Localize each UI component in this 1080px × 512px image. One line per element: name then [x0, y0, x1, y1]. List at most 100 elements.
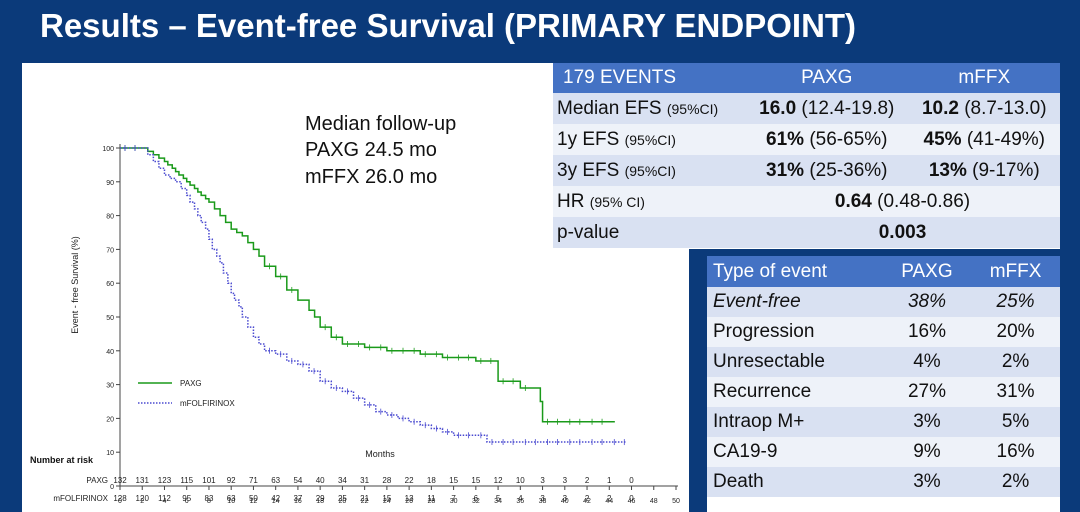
x-tick-label: 36 — [516, 498, 524, 505]
efs-row-label: 3y EFS — [557, 159, 620, 181]
mffx-survival-curve — [120, 147, 626, 443]
efs-header-paxg: PAXG — [745, 63, 909, 93]
risk-count-paxg: 101 — [202, 476, 216, 485]
events-header-mffx: mFFX — [971, 256, 1060, 287]
efs-row: Median EFS (95%CI) 16.0 (12.4-19.8) 10.2… — [553, 93, 1060, 124]
risk-count-paxg: 71 — [249, 476, 258, 485]
events-row: Recurrence 27% 31% — [707, 377, 1060, 407]
risk-row-mffx-label: mFOLFIRINOX — [53, 494, 108, 503]
event-mffx-value: 20% — [971, 317, 1060, 347]
y-tick-label: 30 — [106, 383, 114, 390]
efs-paxg-ci: (56-65%) — [809, 128, 888, 150]
event-type-label: Intraop M+ — [707, 407, 883, 437]
event-paxg-value: 3% — [882, 467, 972, 497]
efs-mffx-ci: (41-49%) — [966, 128, 1045, 150]
x-tick-label: 20 — [339, 498, 347, 505]
median-followup-line: Median follow-up — [305, 113, 456, 135]
median-followup-mffx: mFFX 26.0 mo — [305, 166, 437, 188]
pvalue-label: p-value — [557, 221, 620, 243]
x-tick-label: 22 — [361, 498, 369, 505]
efs-pvalue-row: p-value 0.003 — [553, 217, 1060, 248]
x-axis-label: Months — [365, 449, 395, 459]
paxg-survival-curve — [120, 147, 615, 423]
risk-count-paxg: 132 — [113, 476, 127, 485]
efs-hr-row: HR (95% CI) 0.64 (0.48-0.86) — [553, 186, 1060, 217]
efs-row-label: 1y EFS — [557, 128, 620, 150]
risk-count-mffx: 0 — [629, 494, 634, 503]
efs-mffx-ci: (9-17%) — [972, 159, 1040, 181]
risk-count-mffx: 4 — [518, 494, 523, 503]
risk-count-mffx: 83 — [205, 494, 214, 503]
risk-count-mffx: 11 — [427, 494, 436, 503]
hr-value: 0.64 — [834, 190, 872, 212]
efs-row: 3y EFS (95%CI) 31% (25-36%) 13% (9-17%) — [553, 155, 1060, 186]
x-tick-label: 32 — [472, 498, 480, 505]
risk-count-mffx: 128 — [113, 494, 127, 503]
efs-row-ci-label: (95%CI) — [666, 100, 719, 117]
efs-header-mffx: mFFX — [908, 63, 1060, 93]
risk-count-paxg: 3 — [563, 476, 568, 485]
risk-count-paxg: 2 — [585, 476, 590, 485]
y-tick-label: 40 — [106, 349, 114, 356]
risk-count-paxg: 0 — [629, 476, 634, 485]
y-tick-label: 50 — [106, 315, 114, 322]
risk-count-mffx: 25 — [338, 494, 347, 503]
x-tick-label: 48 — [650, 498, 658, 505]
risk-count-mffx: 37 — [293, 494, 302, 503]
legend-paxg-label: PAXG — [180, 379, 202, 388]
event-mffx-value: 31% — [971, 377, 1060, 407]
x-tick-label: 18 — [316, 498, 324, 505]
event-type-label: Progression — [707, 317, 883, 347]
x-tick-label: 12 — [250, 498, 258, 505]
efs-row-ci-label: (95%CI) — [624, 162, 676, 179]
risk-count-paxg: 3 — [540, 476, 545, 485]
efs-paxg-ci: (12.4-19.8) — [801, 97, 895, 119]
risk-count-paxg: 92 — [227, 476, 236, 485]
x-tick-label: 30 — [450, 498, 458, 505]
risk-count-mffx: 3 — [540, 494, 545, 503]
event-type-label: Recurrence — [707, 377, 883, 407]
risk-count-mffx: 50 — [249, 494, 258, 503]
risk-count-paxg: 12 — [494, 476, 503, 485]
legend-mffx-label: mFOLFIRINOX — [180, 399, 235, 408]
events-row: CA19-9 9% 16% — [707, 437, 1060, 467]
event-type-label: Event-free — [707, 287, 883, 317]
risk-count-paxg: 10 — [516, 476, 525, 485]
risk-count-mffx: 2 — [607, 494, 612, 503]
y-axis-label: Event - free Survival (%) — [70, 236, 80, 334]
events-header-type: Type of event — [707, 256, 883, 287]
event-paxg-value: 16% — [882, 317, 972, 347]
slide-title: Results – Event-free Survival (PRIMARY E… — [40, 7, 857, 44]
event-mffx-value: 2% — [971, 347, 1060, 377]
x-tick-label: 24 — [383, 498, 391, 505]
x-tick-label: 26 — [405, 498, 413, 505]
risk-count-mffx: 21 — [360, 494, 369, 503]
efs-paxg-ci: (25-36%) — [809, 159, 888, 181]
efs-row-label: Median EFS — [557, 97, 662, 119]
risk-count-mffx: 29 — [316, 494, 325, 503]
risk-count-mffx: 6 — [474, 494, 479, 503]
efs-paxg-value: 61% — [766, 128, 805, 150]
event-paxg-value: 38% — [882, 287, 972, 317]
efs-summary-table: 179 EVENTS PAXG mFFX Median EFS (95%CI) … — [553, 63, 1060, 249]
event-mffx-value: 2% — [971, 467, 1060, 497]
risk-count-paxg: 131 — [136, 476, 150, 485]
risk-count-paxg: 123 — [158, 476, 172, 485]
efs-header-events: 179 EVENTS — [553, 63, 745, 93]
events-row: Unresectable 4% 2% — [707, 347, 1060, 377]
x-tick-label: 40 — [561, 498, 569, 505]
x-tick-label: 8 — [207, 498, 211, 505]
risk-count-mffx: 15 — [382, 494, 391, 503]
risk-count-mffx: 13 — [405, 494, 414, 503]
efs-row-ci-label: (95%CI) — [624, 131, 676, 148]
median-followup-paxg: PAXG 24.5 mo — [305, 139, 437, 161]
events-header-paxg: PAXG — [882, 256, 972, 287]
x-tick-label: 50 — [672, 498, 680, 505]
x-tick-label: 0 — [118, 498, 122, 505]
risk-count-mffx: 5 — [496, 494, 501, 503]
risk-count-paxg: 28 — [382, 476, 391, 485]
event-type-label: Unresectable — [707, 347, 883, 377]
risk-count-paxg: 54 — [293, 476, 302, 485]
risk-count-mffx: 120 — [136, 494, 150, 503]
